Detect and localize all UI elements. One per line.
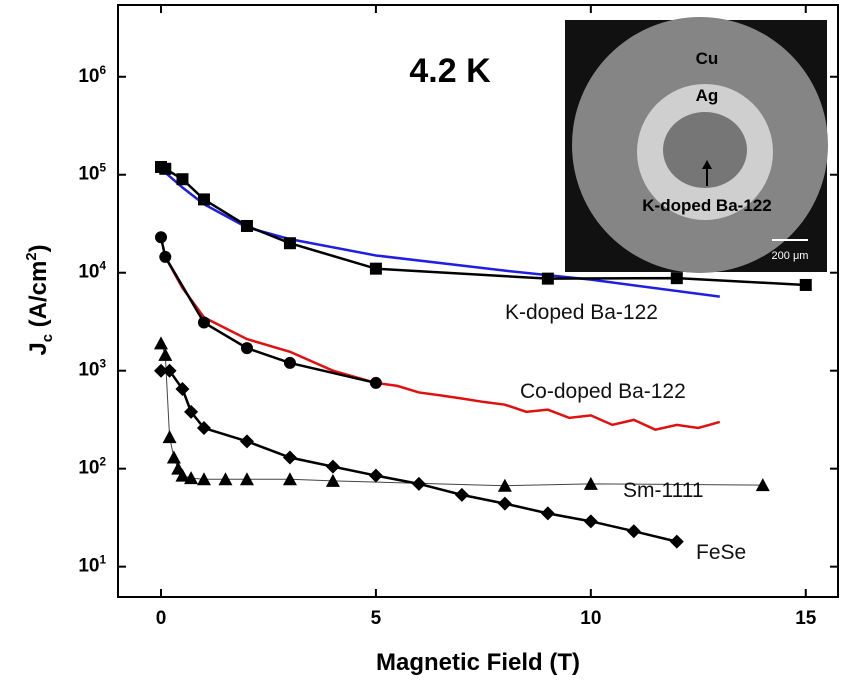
inset-label: K-doped Ba-122 (642, 196, 771, 215)
marker (583, 476, 598, 490)
x-tick-label: 10 (580, 608, 601, 629)
y-tick-label: 104 (78, 259, 106, 282)
series-label: Co-doped Ba-122 (520, 380, 686, 403)
x-tick-label: 5 (371, 608, 382, 629)
marker (583, 514, 598, 529)
marker (154, 231, 167, 244)
marker (175, 382, 190, 397)
annotation: 4.2 K (409, 52, 491, 90)
series-line (160, 165, 806, 287)
series-label: K-doped Ba-122 (505, 301, 658, 324)
series-line (160, 369, 678, 543)
marker (368, 468, 383, 483)
series-line (160, 343, 763, 487)
core (663, 112, 747, 188)
inset-label: 200 μm (772, 250, 809, 262)
marker (176, 173, 189, 186)
marker (626, 524, 641, 539)
inset-label: Cu (696, 49, 719, 68)
marker (196, 421, 211, 436)
marker (162, 430, 177, 444)
marker (670, 272, 683, 285)
y-tick-label: 101 (78, 553, 106, 576)
y-tick-label: 106 (78, 63, 106, 86)
marker (166, 450, 181, 464)
marker (184, 471, 199, 485)
x-tick-label: 15 (795, 608, 817, 629)
marker (282, 450, 297, 465)
y-axis-label: Jc (A/cm2) (24, 244, 56, 355)
marker (162, 363, 177, 378)
marker (197, 193, 210, 206)
marker (497, 478, 512, 492)
marker (159, 162, 172, 175)
marker (411, 476, 426, 491)
plot-frame (117, 4, 839, 598)
marker (218, 472, 233, 486)
marker (153, 363, 168, 378)
y-tick-label: 102 (78, 455, 106, 478)
inset: Cu Ag K-doped Ba-122 200 μm (565, 17, 828, 273)
marker (283, 356, 296, 369)
marker (369, 376, 382, 389)
series-label: FeSe (696, 541, 746, 564)
marker (184, 404, 199, 419)
inset-label: Ag (696, 86, 719, 105)
series-line (164, 256, 721, 431)
marker (159, 250, 172, 263)
arrow-head (702, 160, 712, 169)
marker (799, 278, 812, 291)
marker (540, 506, 555, 521)
marker (454, 487, 469, 502)
marker (197, 316, 210, 329)
marker (541, 272, 554, 285)
marker (240, 219, 253, 232)
marker (283, 237, 296, 250)
marker (239, 434, 254, 449)
marker (239, 472, 254, 486)
marker (369, 262, 382, 275)
x-tick-label: 0 (156, 608, 167, 629)
marker (755, 478, 770, 492)
marker (497, 496, 512, 511)
marker (325, 459, 340, 474)
marker (175, 468, 190, 482)
marker (158, 347, 173, 361)
y-tick-label: 103 (78, 357, 106, 380)
marker (325, 473, 340, 487)
marker (669, 534, 684, 549)
marker (153, 336, 168, 350)
y-tick-label: 105 (78, 161, 106, 184)
marker (282, 472, 297, 486)
x-axis-label: Magnetic Field (T) (376, 649, 580, 676)
series-label: Sm-1111 (623, 479, 704, 502)
marker (196, 472, 211, 486)
marker (240, 342, 253, 355)
